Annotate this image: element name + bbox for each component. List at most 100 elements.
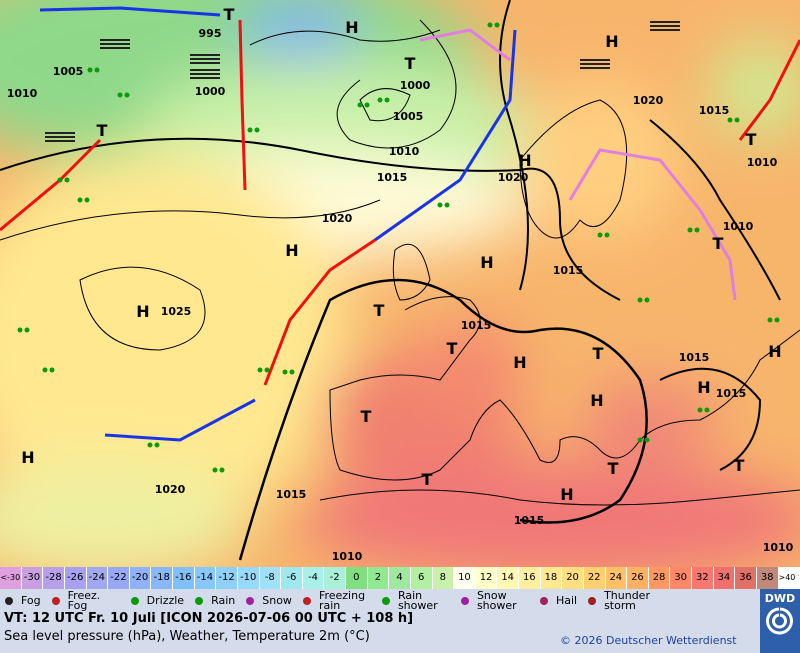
- isobar-label: 1015: [553, 264, 584, 277]
- rain-symbol: [687, 227, 693, 233]
- scale-cell: -24: [86, 567, 109, 589]
- isobar-label: 1015: [679, 351, 710, 364]
- pressure-center: T: [608, 459, 619, 478]
- isobar-label: 1020: [498, 171, 529, 184]
- logo-text: DWD: [764, 592, 796, 605]
- legend-label: Snow: [262, 594, 292, 607]
- scale-cell: <-30: [0, 567, 22, 589]
- scale-cell: -10: [237, 567, 260, 589]
- isobar-label: 1020: [155, 483, 186, 496]
- rain-symbol: [219, 467, 225, 473]
- pressure-center: T: [593, 344, 604, 363]
- temperature-field: [0, 0, 800, 567]
- scale-cell: -8: [259, 567, 282, 589]
- pressure-center: H: [513, 353, 526, 372]
- legend-icon: [302, 597, 311, 605]
- isobar-label: 1000: [195, 85, 226, 98]
- isobar-label: 1010: [332, 550, 363, 563]
- scale-cell: -18: [151, 567, 173, 589]
- rain-symbol: [487, 22, 493, 28]
- isobar-label: 1015: [716, 387, 747, 400]
- legend-item: Snow shower: [456, 589, 535, 613]
- rain-symbol: [57, 177, 63, 183]
- scale-cell: 18: [540, 567, 563, 589]
- weather-fronts: [0, 6, 800, 442]
- scale-cell: 32: [692, 567, 714, 589]
- rain-symbol: [644, 297, 650, 303]
- legend-icon-mark: [381, 597, 390, 605]
- legend-item: Snow: [241, 589, 298, 613]
- scale-cell: -2: [324, 567, 346, 589]
- logo-icon: [766, 607, 793, 635]
- pressure-center: T: [97, 121, 108, 140]
- legend-item: Rain shower: [377, 589, 456, 613]
- pressure-center: H: [590, 391, 603, 410]
- isobars: [0, 0, 781, 561]
- pressure-center: T: [361, 407, 372, 426]
- pressure-center: T: [374, 301, 385, 320]
- isobar-label: 1015: [514, 514, 545, 527]
- legend-label: Freezing rain: [318, 589, 366, 612]
- legend-icon: [246, 597, 255, 605]
- legend-item: Fog: [0, 589, 47, 613]
- weather-symbols: [17, 21, 780, 473]
- pressure-center: H: [480, 253, 493, 272]
- legend-icon-mark: [195, 597, 204, 605]
- legend-item: Drizzle: [126, 589, 190, 613]
- rain-symbol: [247, 127, 253, 133]
- pressure-center: T: [713, 234, 724, 253]
- scale-cell: 16: [519, 567, 541, 589]
- rain-symbol: [87, 67, 93, 73]
- rain-symbol: [147, 442, 153, 448]
- legend-icon-mark: [588, 597, 597, 605]
- scale-cell: -4: [302, 567, 325, 589]
- scale-cell: 4: [389, 567, 411, 589]
- scale-cell: 10: [454, 567, 476, 589]
- isobar-label: 1010: [763, 541, 794, 554]
- rain-symbol: [727, 117, 733, 123]
- description: Sea level pressure (hPa), Weather, Tempe…: [4, 629, 370, 644]
- pressure-center: H: [285, 241, 298, 260]
- isobar-label: 1005: [53, 65, 84, 78]
- isobar-label: 1010: [747, 156, 778, 169]
- legend-label: Hail: [555, 594, 578, 607]
- map: 995 1005 1010 1000 1000 1005 1010 1015 1020 1025 1…: [0, 0, 800, 567]
- rain-symbol: [694, 227, 700, 233]
- isobar-label: 1020: [633, 94, 664, 107]
- scale-cell: 20: [562, 567, 584, 589]
- pressure-center: T: [746, 130, 757, 149]
- rain-symbol: [644, 437, 650, 443]
- rain-symbol: [774, 317, 780, 323]
- legend-item: Thunder storm: [583, 589, 662, 613]
- isobar-label: 1000: [400, 79, 431, 92]
- rain-symbol: [24, 327, 30, 333]
- rain-symbol: [364, 102, 370, 108]
- rain-symbol: [289, 369, 295, 375]
- isobar-label: 1005: [393, 110, 424, 123]
- pressure-center: H: [345, 18, 358, 37]
- rain-symbol: [704, 407, 710, 413]
- isobar-label: 1020: [322, 212, 353, 225]
- legend-label: Rain: [211, 594, 236, 607]
- legend-icon: [51, 597, 60, 605]
- legend-icon-mark: [539, 597, 548, 605]
- scale-cell: 22: [583, 567, 606, 589]
- isobar-label: 1010: [7, 87, 38, 100]
- legend-icon-mark: [51, 597, 60, 605]
- rain-symbol: [17, 327, 23, 333]
- isobar-label: 1015: [461, 319, 492, 332]
- rain-symbol: [767, 317, 773, 323]
- pressure-center: T: [734, 456, 745, 475]
- rain-symbol: [257, 367, 263, 373]
- scale-cell: -26: [64, 567, 87, 589]
- rain-symbol: [117, 92, 123, 98]
- pressure-center: T: [422, 470, 433, 489]
- rain-symbol: [84, 197, 90, 203]
- rain-symbol: [282, 369, 288, 375]
- pressure-center: H: [21, 448, 34, 467]
- temperature-scale: <-30 -30 -28 -26 -24 -22 -20 -18 -16 -14 -12 -10 -8-…: [0, 567, 800, 589]
- rain-symbol: [384, 97, 390, 103]
- rain-symbol: [377, 97, 383, 103]
- copyright: © 2026 Deutscher Wetterdienst: [560, 634, 737, 647]
- scale-cell: -14: [194, 567, 217, 589]
